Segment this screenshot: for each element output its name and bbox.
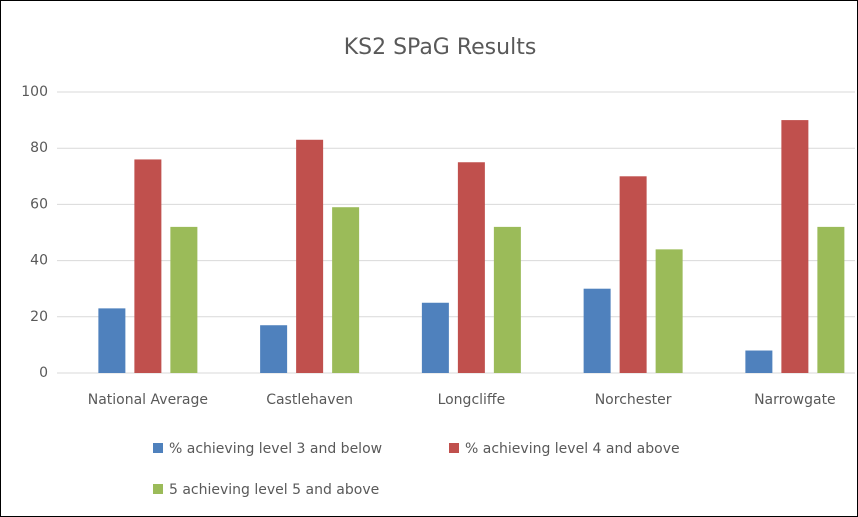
bar bbox=[98, 308, 126, 373]
x-tick-label: Narrowgate bbox=[754, 392, 836, 408]
x-tick-label: Longcliffe bbox=[438, 392, 506, 408]
bar bbox=[817, 226, 845, 373]
bar bbox=[493, 226, 521, 373]
bar bbox=[296, 139, 324, 373]
x-tick-label: Castlehaven bbox=[266, 392, 353, 408]
bar bbox=[134, 159, 162, 373]
bar bbox=[421, 302, 449, 373]
legend-swatch bbox=[153, 443, 163, 453]
x-tick-label: National Average bbox=[88, 392, 208, 408]
bar bbox=[170, 226, 198, 373]
x-tick-label: Norchester bbox=[595, 392, 672, 408]
legend: % achieving level 3 and below % achievin… bbox=[153, 441, 680, 498]
bar bbox=[583, 288, 611, 373]
bar bbox=[655, 249, 683, 373]
legend-label: % achieving level 4 and above bbox=[465, 441, 680, 457]
y-tick-label: 80 bbox=[30, 140, 48, 156]
y-tick-label: 0 bbox=[39, 365, 48, 381]
y-tick-label: 100 bbox=[21, 84, 48, 100]
legend-swatch bbox=[449, 443, 459, 453]
legend-label: % achieving level 3 and below bbox=[169, 441, 382, 457]
bar bbox=[781, 120, 809, 373]
chart-title: KS2 SPaG Results bbox=[344, 35, 537, 60]
bar bbox=[619, 176, 647, 373]
bar bbox=[260, 325, 288, 373]
y-tick-label: 60 bbox=[30, 196, 48, 212]
bar bbox=[457, 162, 485, 373]
y-tick-label: 40 bbox=[30, 253, 48, 269]
legend-swatch bbox=[153, 484, 163, 494]
bar bbox=[745, 350, 773, 373]
legend-label: 5 achieving level 5 and above bbox=[169, 482, 379, 498]
y-tick-label: 20 bbox=[30, 309, 48, 325]
bar bbox=[332, 207, 360, 373]
